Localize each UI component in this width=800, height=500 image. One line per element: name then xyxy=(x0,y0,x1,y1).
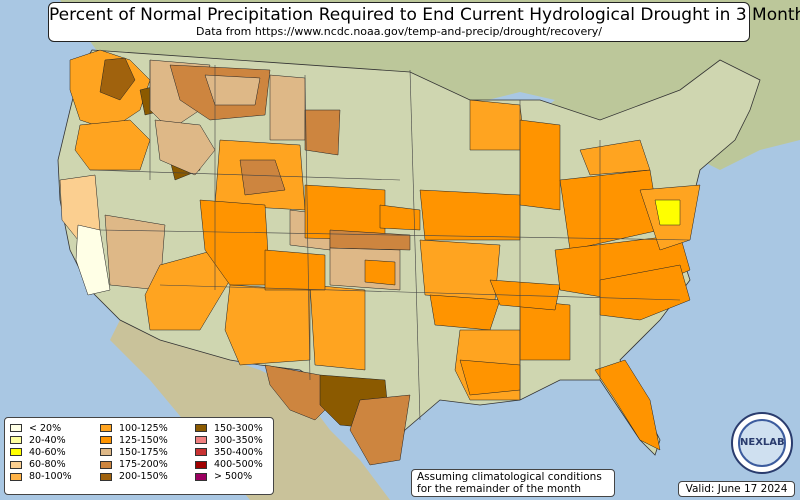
legend-item: 300-350% xyxy=(195,434,263,446)
legend: < 20% 20-40% 40-60% 60-80% 80-100% 100-1… xyxy=(4,417,274,495)
legend-swatch xyxy=(100,472,112,481)
legend-item: 150-300% xyxy=(195,422,263,434)
legend-swatch xyxy=(195,460,207,469)
legend-item: 40-60% xyxy=(10,446,72,458)
legend-swatch xyxy=(100,424,112,433)
valid-date: Valid: June 17 2024 xyxy=(678,481,795,497)
legend-item: 400-500% xyxy=(195,459,263,471)
drought-regions xyxy=(59,49,701,466)
legend-swatch xyxy=(10,436,22,445)
legend-column-1: < 20% 20-40% 40-60% 60-80% 80-100% xyxy=(10,422,72,483)
legend-swatch xyxy=(195,436,207,445)
legend-swatch xyxy=(10,460,22,469)
nexlab-logo: NEXLAB xyxy=(731,412,793,474)
legend-item: 200-150% xyxy=(100,471,168,483)
legend-item: 175-200% xyxy=(100,459,168,471)
legend-swatch xyxy=(195,472,207,481)
title-box: Percent of Normal Precipitation Required… xyxy=(48,2,800,42)
map-title: Percent of Normal Precipitation Required… xyxy=(49,5,800,25)
legend-item: > 500% xyxy=(195,471,263,483)
assumption-note-line-1: Assuming climatological conditions xyxy=(417,471,602,483)
assumption-note: Assuming climatological conditions for t… xyxy=(411,469,615,497)
legend-swatch xyxy=(10,424,22,433)
legend-item: 125-150% xyxy=(100,434,168,446)
legend-swatch xyxy=(100,448,112,457)
legend-swatch xyxy=(10,448,22,457)
assumption-note-line-2: for the remainder of the month xyxy=(417,483,582,495)
legend-swatch xyxy=(10,472,22,481)
legend-item: 60-80% xyxy=(10,459,72,471)
mexico-land xyxy=(110,320,390,500)
legend-swatch xyxy=(195,424,207,433)
legend-column-3: 150-300% 300-350% 350-400% 400-500% > 50… xyxy=(195,422,263,483)
legend-swatch xyxy=(100,460,112,469)
nexlab-logo-text: NEXLAB xyxy=(738,419,786,467)
legend-item: < 20% xyxy=(10,422,72,434)
legend-swatch xyxy=(100,436,112,445)
legend-item: 80-100% xyxy=(10,471,72,483)
legend-column-2: 100-125% 125-150% 150-175% 175-200% 200-… xyxy=(100,422,168,483)
legend-item: 100-125% xyxy=(100,422,168,434)
state-borders xyxy=(89,60,691,421)
legend-swatch xyxy=(195,448,207,457)
legend-item: 350-400% xyxy=(195,446,263,458)
legend-item: 20-40% xyxy=(10,434,72,446)
legend-item: 150-175% xyxy=(100,446,168,458)
map-subtitle: Data from https://www.ncdc.noaa.gov/temp… xyxy=(196,25,602,38)
